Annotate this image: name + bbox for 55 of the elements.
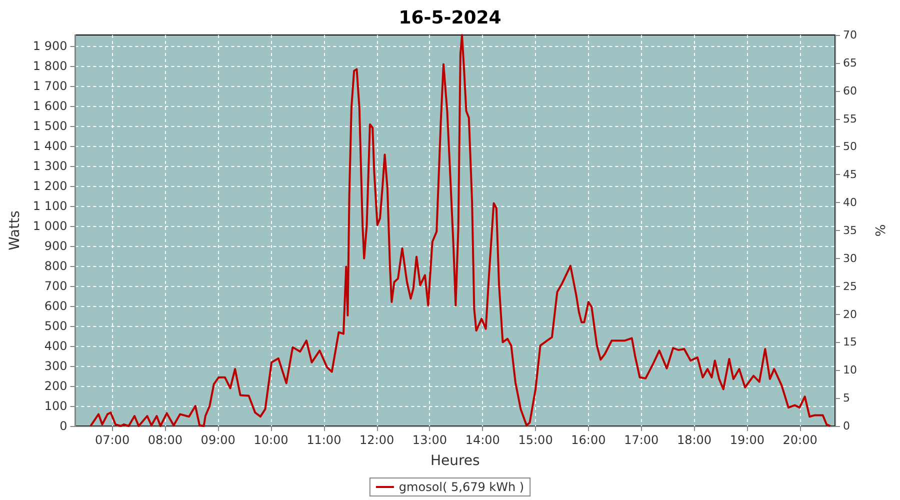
y-tick-label: 1 200 [32,179,68,193]
y-tick-label: 1 100 [32,199,68,213]
x-tick-label: 15:00 [518,433,553,447]
y-tick-label: 1 000 [32,219,68,233]
x-tick-label: 17:00 [624,433,659,447]
x-tick-label: 18:00 [676,433,712,447]
y-axis-title: Watts [7,210,23,250]
y2-tick-label: 30 [843,252,857,265]
x-tick-label: 20:00 [782,433,818,447]
x-tick-label: 12:00 [360,433,394,447]
y2-tick-label: 40 [843,196,857,210]
y-tick-label: 400 [44,339,68,353]
y-tick-label: 900 [44,239,68,253]
legend-label: gmosol( 5,679 kWh ) [398,480,524,494]
y-tick-label: 300 [44,359,68,373]
y-tick-label: 1 700 [32,79,68,93]
y2-tick-label: 60 [843,84,857,98]
y-tick-label: 500 [44,319,68,333]
y-tick-label: 1 800 [32,59,68,73]
y2-tick-label: 70 [843,28,857,42]
y-tick-label: 1 300 [32,159,68,173]
line-series [90,34,832,427]
y2-tick-label: 35 [843,224,857,237]
y2-tick-label: 65 [843,56,857,70]
x-tick-label: 08:00 [148,433,182,447]
y-tick-label: 700 [44,279,68,293]
y2-tick-label: 20 [843,308,857,321]
y-tick-label: 800 [44,259,68,273]
y2-tick-label: 45 [843,168,857,182]
y2-tick-label: 0 [843,420,850,432]
y2-axis-title: % [874,224,889,237]
x-tick-label: 11:00 [306,433,342,447]
x-tick-label: 07:00 [94,433,130,447]
x-tick-label: 19:00 [730,433,764,447]
y2-tick-label: 25 [843,280,857,293]
x-tick-label: 16:00 [571,433,606,447]
y-tick-label: 100 [44,399,68,413]
y-tick-label: 0 [60,419,68,433]
x-tick-label: 14:00 [465,433,500,447]
y2-tick-label: 50 [843,140,857,154]
y2-tick-label: 10 [843,364,857,377]
y-tick-label: 1 400 [32,139,68,153]
y-tick-label: 600 [44,299,68,313]
y-tick-label: 1 500 [32,119,68,133]
chart-title: 16-5-2024 [398,8,502,28]
x-tick-label: 13:00 [412,433,448,447]
y-tick-label: 1 900 [32,39,68,53]
y-tick-label: 1 600 [32,99,68,113]
y2-tick-label: 15 [843,336,857,349]
x-axis-title: Heures [430,453,480,469]
x-tick-label: 10:00 [254,433,288,447]
y2-tick-label: 5 [843,392,850,405]
y-tick-label: 200 [44,379,68,393]
y2-tick-label: 55 [843,112,857,126]
x-tick-label: 09:00 [200,433,236,447]
